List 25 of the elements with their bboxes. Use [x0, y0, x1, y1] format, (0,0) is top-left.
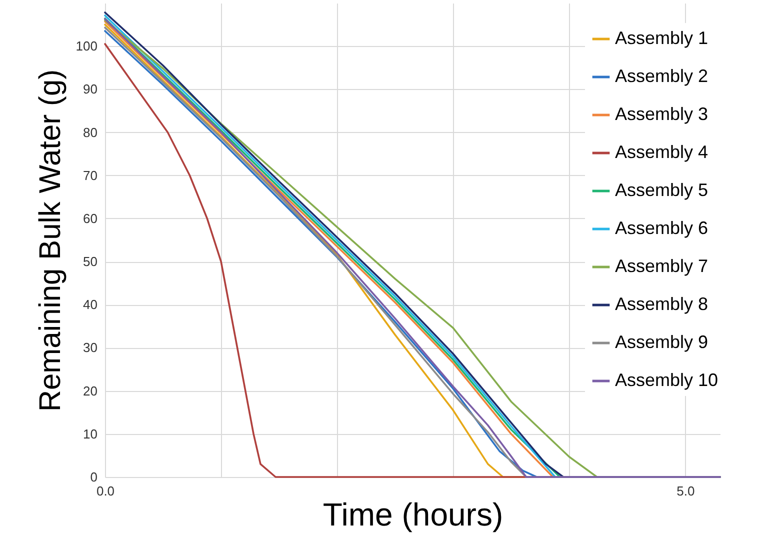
y-tick-label: 50 [83, 254, 98, 270]
legend-label: Assembly 3 [615, 104, 708, 124]
legend-label: Assembly 9 [615, 332, 708, 352]
legend-label: Assembly 7 [615, 256, 708, 276]
legend-label: Assembly 6 [615, 218, 708, 238]
y-tick-label: 100 [76, 38, 98, 54]
x-tick-label: 5.0 [676, 484, 695, 498]
y-tick-label: 60 [83, 210, 98, 226]
legend-label: Assembly 5 [615, 180, 708, 200]
legend-label: Assembly 10 [615, 370, 718, 390]
y-axis-title: Remaining Bulk Water (g) [34, 69, 67, 412]
y-tick-label: 10 [83, 426, 98, 442]
y-tick-label: 70 [83, 168, 98, 183]
x-tick-label: 0.0 [96, 484, 115, 498]
legend-label: Assembly 2 [615, 66, 708, 86]
legend-label: Assembly 1 [615, 28, 708, 48]
legend-label: Assembly 8 [615, 294, 708, 314]
legend-label: Assembly 4 [615, 142, 708, 162]
y-tick-label: 40 [83, 297, 98, 312]
x-axis-title: Time (hours) [322, 496, 504, 532]
y-tick-label: 90 [83, 82, 98, 97]
y-tick-label: 80 [83, 124, 98, 140]
y-tick-label: 0 [90, 470, 98, 484]
y-tick-label: 30 [83, 340, 98, 356]
y-tick-label: 20 [83, 383, 98, 398]
